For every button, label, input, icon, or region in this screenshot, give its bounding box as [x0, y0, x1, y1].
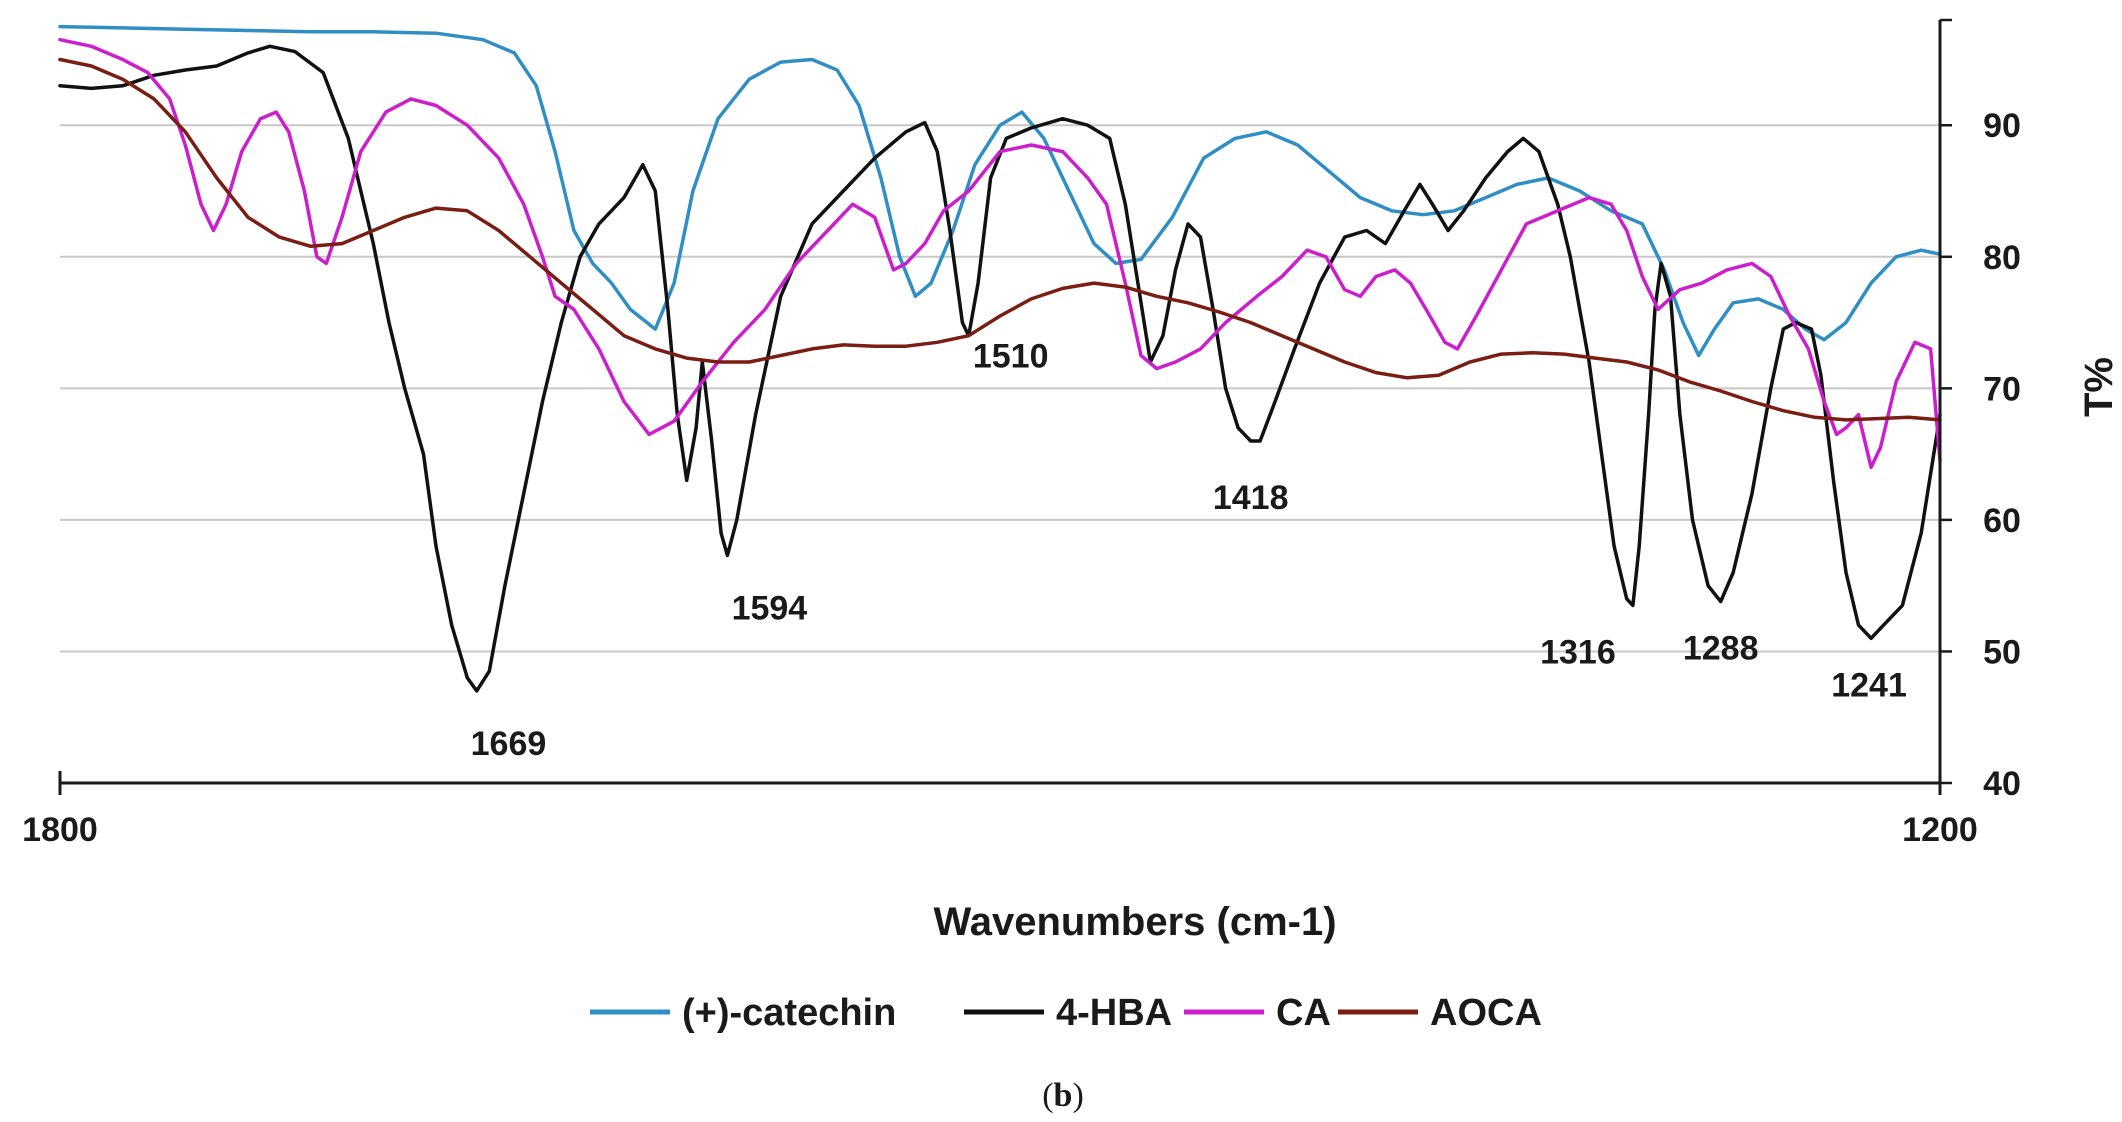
y-axis-title: T%: [2077, 357, 2121, 417]
x-tick-label: 1800: [22, 811, 98, 849]
peak-label-1510: 1510: [973, 338, 1049, 376]
y-tick-label: 90: [1983, 107, 2021, 145]
peak-label-1594: 1594: [732, 589, 808, 627]
legend: (+)-catechin 4-HBA CA AOCA: [590, 992, 1542, 1034]
series-line-ca: [58, 37, 1942, 470]
peak-labels: 1669 1594 1510 1418 1316 1288 1241: [471, 338, 1907, 763]
peak-label-1316: 1316: [1540, 633, 1616, 671]
caption-open-paren: (: [1042, 1077, 1053, 1114]
peak-label-1418: 1418: [1213, 479, 1289, 517]
axes: [60, 20, 1942, 785]
legend-label-ca: CA: [1276, 992, 1331, 1034]
y-tick-label: 60: [1983, 502, 2021, 540]
peak-label-1288: 1288: [1683, 629, 1759, 667]
y-tick-label: 40: [1983, 765, 2021, 803]
tick-labels: 40 50 60 70 80 90 1800 1200: [22, 18, 2021, 849]
figure-caption: (b): [1042, 1077, 1084, 1114]
series-line-aoca: [58, 57, 1942, 422]
gridlines: [60, 124, 1940, 653]
series-lines: [58, 24, 1942, 693]
x-axis-title: Wavenumbers (cm-1): [933, 900, 1336, 944]
y-tick-label: 70: [1983, 370, 2021, 408]
series-line-catechin: [58, 24, 1942, 358]
series-line-4-hba: [58, 44, 1942, 693]
peak-label-1241: 1241: [1831, 666, 1907, 704]
caption-letter: b: [1054, 1077, 1073, 1114]
x-tick-label: 1200: [1902, 811, 1978, 849]
y-tick-label: 50: [1983, 633, 2021, 671]
y-tick-label: 80: [1983, 239, 2021, 277]
legend-label-catechin: (+)-catechin: [682, 992, 896, 1034]
legend-label-aoca: AOCA: [1430, 992, 1542, 1034]
peak-label-1669: 1669: [471, 725, 547, 763]
legend-label-4-hba: 4-HBA: [1056, 992, 1172, 1034]
caption-close-paren: ): [1072, 1077, 1083, 1114]
